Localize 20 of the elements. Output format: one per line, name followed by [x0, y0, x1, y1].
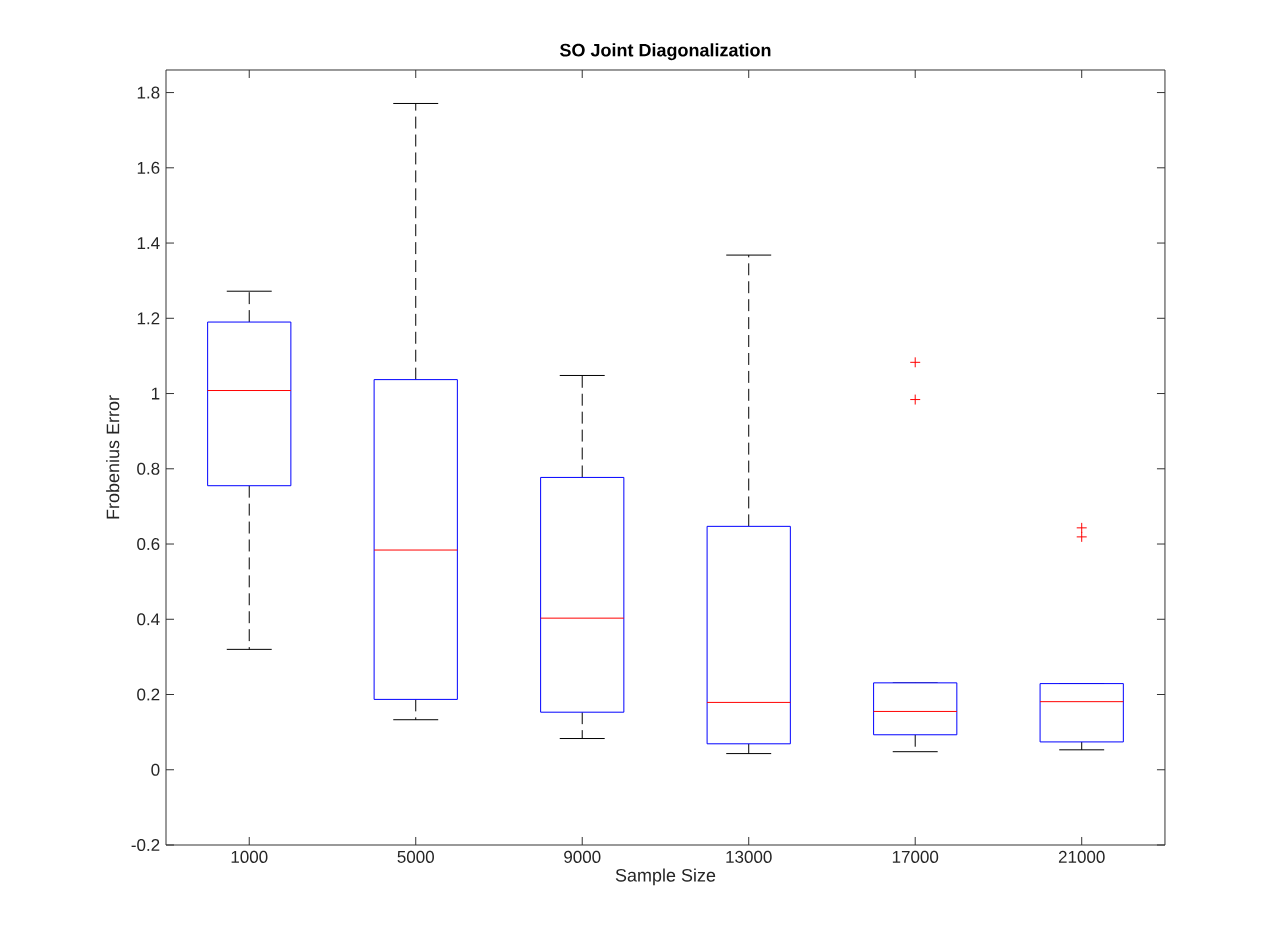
y-tick-label: 0	[151, 763, 160, 776]
x-tick-label: 9000	[564, 850, 601, 863]
y-tick-label: 1	[151, 387, 160, 400]
x-axis-title: Sample Size	[615, 868, 716, 886]
y-tick-label: 0.4	[137, 613, 160, 626]
x-tick-label: 13000	[726, 850, 772, 863]
x-tick-label: 21000	[1058, 850, 1105, 863]
y-tick-label: 0.8	[137, 462, 160, 475]
y-tick-label: 0.2	[137, 688, 160, 701]
y-tick-label: -0.2	[131, 838, 160, 852]
y-tick-label: 1.8	[137, 86, 160, 99]
chart-title: SO Joint Diagonalization	[559, 43, 771, 61]
x-tick-label: 1000	[231, 850, 268, 863]
y-tick-label: 1.2	[137, 312, 160, 325]
x-tick-label: 17000	[892, 850, 939, 863]
y-tick-label: 0.6	[137, 538, 160, 551]
y-tick-label: 1.6	[137, 161, 160, 174]
x-tick-label: 5000	[397, 850, 434, 863]
y-axis-title: Frobenius Error	[106, 395, 120, 519]
y-tick-label: 1.4	[137, 237, 160, 249]
